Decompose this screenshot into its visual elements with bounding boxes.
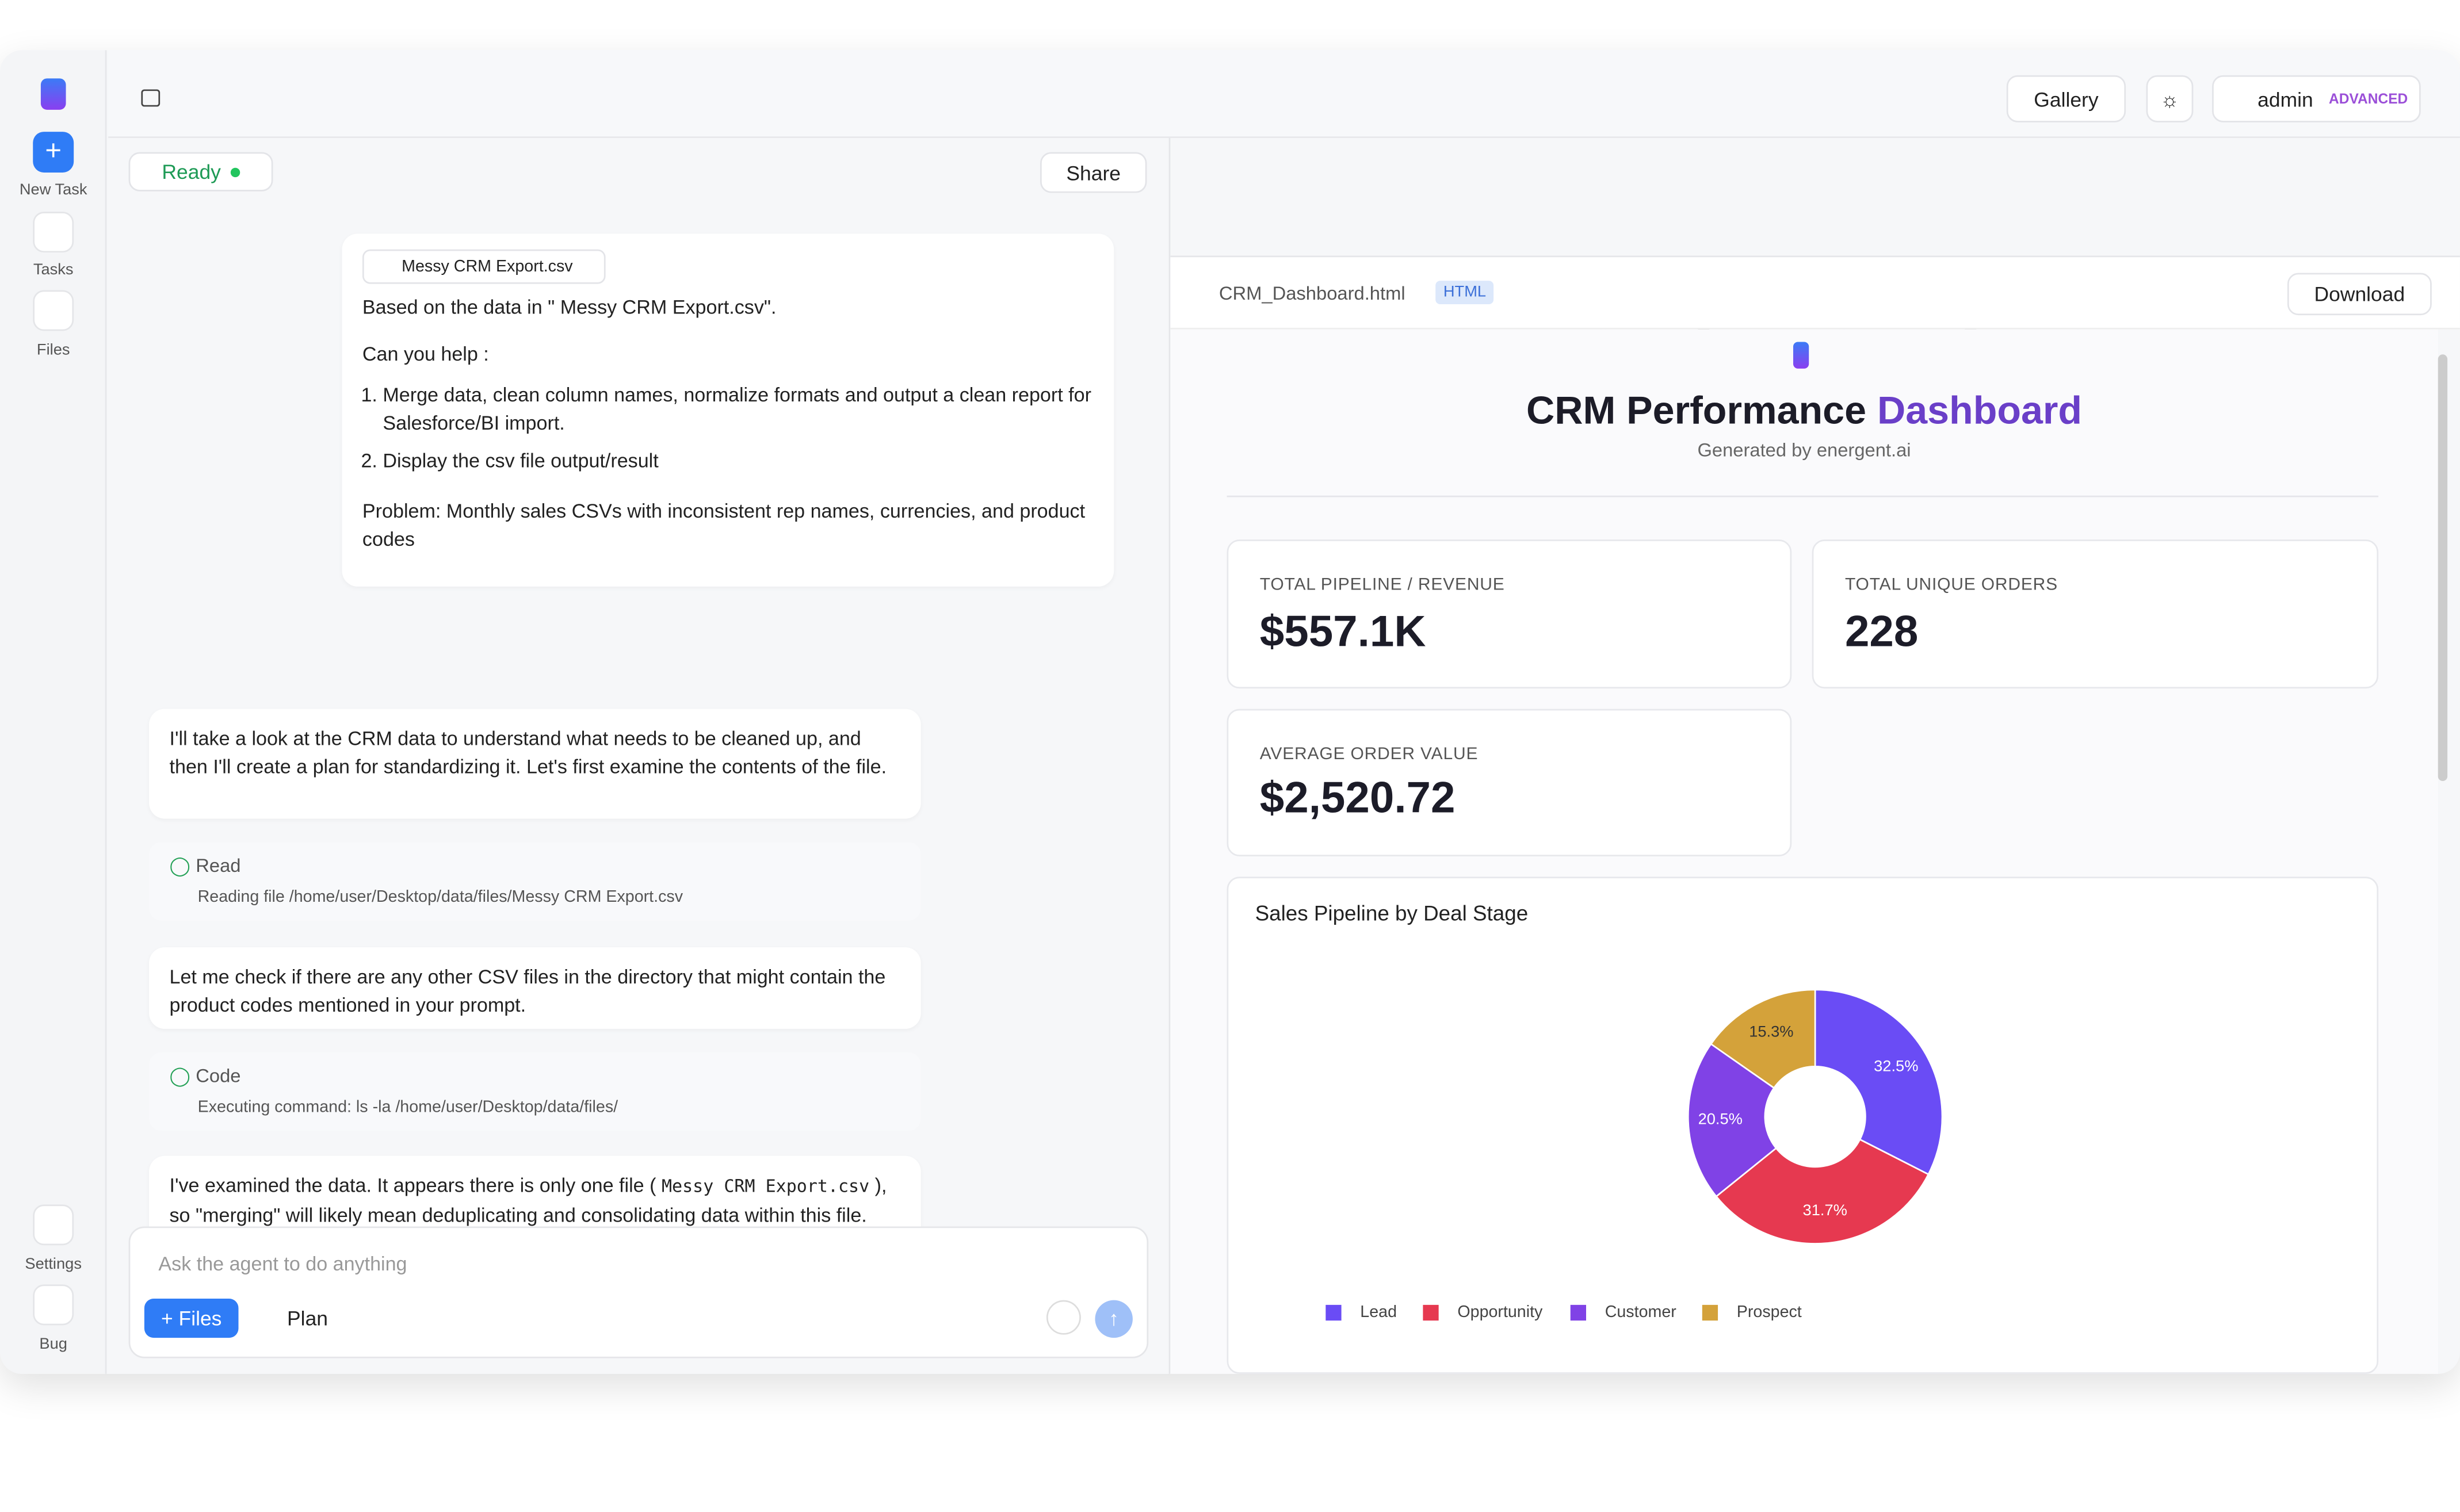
label: Download xyxy=(2314,282,2405,306)
legend-swatch xyxy=(1702,1304,1718,1321)
scrollbar xyxy=(2438,354,2448,782)
text: Problem: Monthly sales CSVs with inconsi… xyxy=(362,500,1086,551)
pie-slice xyxy=(1715,1138,1930,1245)
dashboard-subtitle: Generated by energent.ai xyxy=(1697,439,1911,461)
legend-swatch xyxy=(1423,1304,1439,1321)
step-detail: Executing command: ls -la /home/user/Des… xyxy=(197,1097,618,1117)
settings-button[interactable] xyxy=(33,1204,74,1246)
step-label: ◯ Read xyxy=(169,855,241,877)
text: Based on the data in " Messy CRM Export.… xyxy=(362,296,777,319)
top-bar: Gallery ☼ admin ADVANCED xyxy=(108,50,2460,138)
agent-message: Let me check if there are any other CSV … xyxy=(149,947,921,1029)
input-placeholder[interactable]: Ask the agent to do anything xyxy=(158,1253,407,1276)
legend-swatch xyxy=(1326,1304,1342,1321)
status: Ready xyxy=(162,160,221,184)
composer: Ask the agent to do anything + Files Pla… xyxy=(128,1226,1149,1358)
data-label: 32.5% xyxy=(1874,1057,1918,1075)
label: Gallery xyxy=(2034,87,2099,111)
kpi-card: TOTAL UNIQUE ORDERS 228 xyxy=(1812,539,2379,689)
data-label: 31.7% xyxy=(1803,1201,1847,1219)
legend-label: Prospect xyxy=(1737,1303,1802,1321)
label: Files xyxy=(178,1306,222,1330)
kpi-label: TOTAL UNIQUE ORDERS xyxy=(1844,575,2058,595)
mic-button[interactable] xyxy=(1046,1300,1081,1335)
kpi-value: $557.1K xyxy=(1259,607,1426,656)
logo xyxy=(40,78,66,110)
step-label: ◯ Code xyxy=(169,1065,241,1087)
data-label: 15.3% xyxy=(1749,1023,1793,1040)
bug-button[interactable] xyxy=(33,1284,74,1326)
status-pill: Ready xyxy=(128,152,273,192)
plan-badge: ADVANCED xyxy=(2329,91,2408,107)
step-detail: Reading file /home/user/Desktop/data/fil… xyxy=(197,887,683,907)
file-name: CRM_Dashboard.html xyxy=(1218,282,1405,305)
chart-title: Sales Pipeline by Deal Stage xyxy=(1255,902,1529,925)
tool-step[interactable]: ◯ Code Executing command: ls -la /home/u… xyxy=(149,1052,921,1131)
legend-label: Customer xyxy=(1605,1303,1677,1321)
dashboard: CRM Performance Dashboard Generated by e… xyxy=(1170,329,2438,1374)
dashboard-title: CRM Performance Dashboard xyxy=(1170,389,2438,434)
kpi-card: TOTAL PIPELINE / REVENUE $557.1K xyxy=(1227,539,1792,689)
plan-button[interactable]: Plan xyxy=(287,1306,328,1330)
app-window: + New Task Tasks Files Settings Bug Gall… xyxy=(0,50,2460,1374)
files-button[interactable] xyxy=(33,290,74,331)
user-message: Messy CRM Export.csv Based on the data i… xyxy=(342,234,1114,587)
legend-swatch xyxy=(1570,1304,1586,1321)
new-task-button[interactable]: + xyxy=(33,132,74,173)
chart-card: Sales Pipeline by Deal Stage 32.5% 31.7% 2… xyxy=(1227,876,2379,1374)
pie-slice xyxy=(1710,989,1816,1089)
inline-code: Messy CRM Export.csv xyxy=(661,1176,870,1197)
attachment[interactable]: Messy CRM Export.csv xyxy=(362,249,606,284)
files-button[interactable]: + Files xyxy=(144,1298,239,1338)
sidebar: + New Task Tasks Files Settings Bug xyxy=(0,50,107,1374)
agent-message: I've examined the data. It appears there… xyxy=(149,1155,921,1227)
text: I've examined the data. It appears there… xyxy=(169,1174,656,1197)
share-button[interactable]: Share xyxy=(1040,152,1147,193)
logo xyxy=(1793,342,1809,369)
list-item: Merge data, clean column names, normaliz… xyxy=(383,381,1093,438)
kpi-value: $2,520.72 xyxy=(1259,773,1456,822)
list-item: Display the csv file output/result xyxy=(383,447,1093,475)
file-bar: CRM_Dashboard.html HTML Download xyxy=(1170,255,2460,330)
step-name: Read xyxy=(196,855,241,877)
nav-label: Tasks xyxy=(33,262,74,280)
step-name: Code xyxy=(196,1065,241,1087)
send-button[interactable]: ↑ xyxy=(1095,1300,1133,1338)
chart: Sales Pipeline by Deal Stage 32.5% 31.7% 2… xyxy=(1255,902,1943,1321)
legend-label: Opportunity xyxy=(1457,1303,1543,1321)
preview-panel: Live PreviewPlanCRM_Dashb...Cleaned_CR..… xyxy=(1168,137,2460,1374)
sidebar-toggle[interactable] xyxy=(141,89,161,107)
theme-button[interactable]: ☼ xyxy=(2146,75,2194,123)
legend-label: Lead xyxy=(1360,1303,1397,1321)
divider xyxy=(1227,495,2379,497)
kpi-label: TOTAL PIPELINE / REVENUE xyxy=(1259,575,1505,595)
tool-step[interactable]: ◯ Read Reading file /home/user/Desktop/d… xyxy=(149,842,921,921)
title-part: Dashboard xyxy=(1877,389,2083,433)
user-menu[interactable]: admin ADVANCED xyxy=(2212,75,2421,123)
kpi-label: AVERAGE ORDER VALUE xyxy=(1259,745,1479,764)
nav-label: Settings xyxy=(25,1256,82,1274)
gallery-button[interactable]: Gallery xyxy=(2006,75,2126,123)
pie-slice xyxy=(1814,989,1943,1176)
file-type: HTML xyxy=(1435,281,1494,305)
user-name: admin xyxy=(2257,87,2313,111)
nav-label: New Task xyxy=(19,182,87,200)
label: Share xyxy=(1066,160,1121,185)
text: Can you help : xyxy=(362,343,489,366)
nav-label: Files xyxy=(36,342,70,359)
agent-message: I'll take a look at the CRM data to unde… xyxy=(149,709,921,819)
kpi-value: 228 xyxy=(1844,607,1919,656)
data-label: 20.5% xyxy=(1698,1110,1743,1128)
kpi-card: AVERAGE ORDER VALUE $2,520.72 xyxy=(1227,709,1792,856)
nav-label: Bug xyxy=(39,1336,67,1354)
title-part: CRM Performance xyxy=(1526,389,1867,433)
text: ), so "merging" will likely mean dedupli… xyxy=(169,1174,887,1227)
chat-scroll: Messy CRM Export.csv Based on the data i… xyxy=(129,207,1169,1227)
pie-slice xyxy=(1687,1043,1778,1198)
tasks-button[interactable] xyxy=(33,212,74,253)
download-button[interactable]: Download xyxy=(2287,273,2432,316)
list: Merge data, clean column names, normaliz… xyxy=(362,381,1094,476)
